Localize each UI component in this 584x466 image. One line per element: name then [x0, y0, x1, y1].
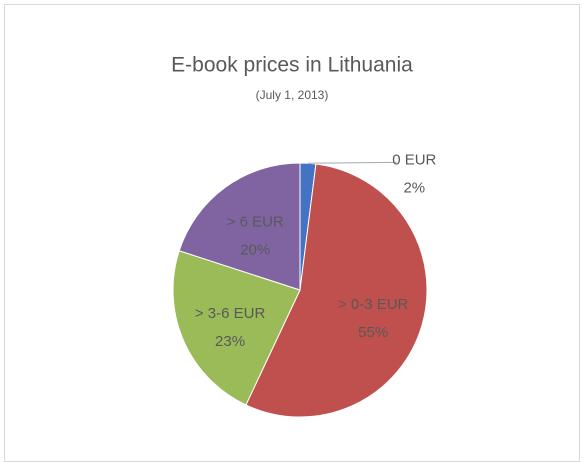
- pie-slice: [245, 163, 428, 418]
- value-label: 2%: [403, 179, 425, 196]
- leader-line: [307, 161, 397, 164]
- chart-subtitle: (July 1, 2013): [256, 88, 329, 102]
- chart-title: E-book prices in Lithuania: [171, 54, 413, 77]
- pie-slice: [172, 250, 301, 406]
- value-label: 55%: [358, 324, 388, 341]
- slice-label: 0 EUR: [392, 151, 436, 168]
- slice-label: > 3-6 EUR: [195, 305, 266, 322]
- value-label: 20%: [240, 241, 270, 258]
- slice-label: > 0-3 EUR: [338, 296, 409, 313]
- slice-label: > 6 EUR: [227, 213, 284, 230]
- pie-slice: [178, 162, 301, 291]
- value-label: 23%: [215, 333, 245, 350]
